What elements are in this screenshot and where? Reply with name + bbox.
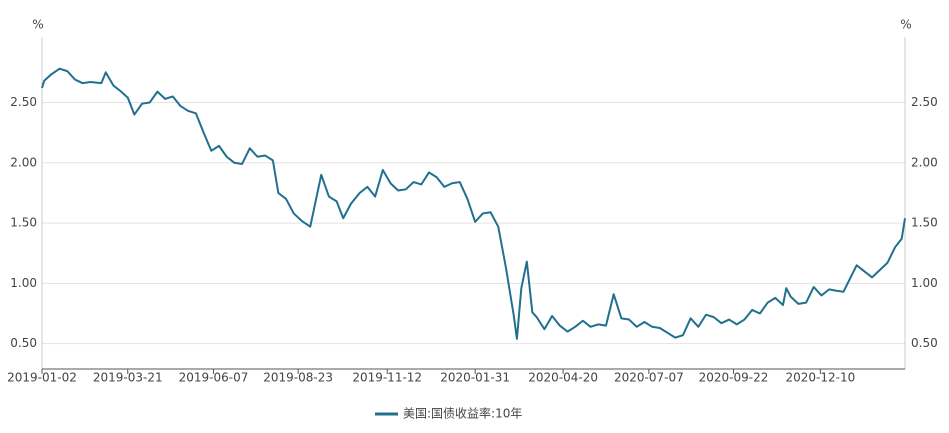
x-tick-label: 2019-01-02 [7,371,77,385]
x-tick-label: 2020-09-22 [699,371,769,385]
y2-tick-label: 0.50 [911,336,938,350]
y-tick-label: 2.00 [10,155,37,169]
x-tick-label: 2020-12-10 [785,371,855,385]
line-series [41,67,906,340]
y-unit-left: % [32,18,43,32]
x-tick-label: 2019-08-23 [263,371,333,385]
x-tick-label: 2020-04-20 [528,371,598,385]
y2-tick-label: 1.50 [911,216,938,230]
y-tick-label: 2.50 [10,95,37,109]
y-tick-label: 1.00 [10,276,37,290]
y2-tick-label: 1.00 [911,276,938,290]
y-tick-label: 0.50 [10,336,37,350]
y-unit-right: % [900,18,911,32]
x-tick-label: 2019-06-07 [179,371,249,385]
x-tick-label: 2020-01-31 [440,371,510,385]
x-tick-label: 2019-03-21 [93,371,163,385]
x-tick-label: 2019-11-12 [352,371,422,385]
x-tick-label: 2020-07-07 [614,371,684,385]
legend-label: 美国:国债收益率:10年 [403,406,522,421]
y-tick-label: 1.50 [10,216,37,230]
y2-tick-label: 2.00 [911,155,938,169]
y2-tick-label: 2.50 [911,95,938,109]
